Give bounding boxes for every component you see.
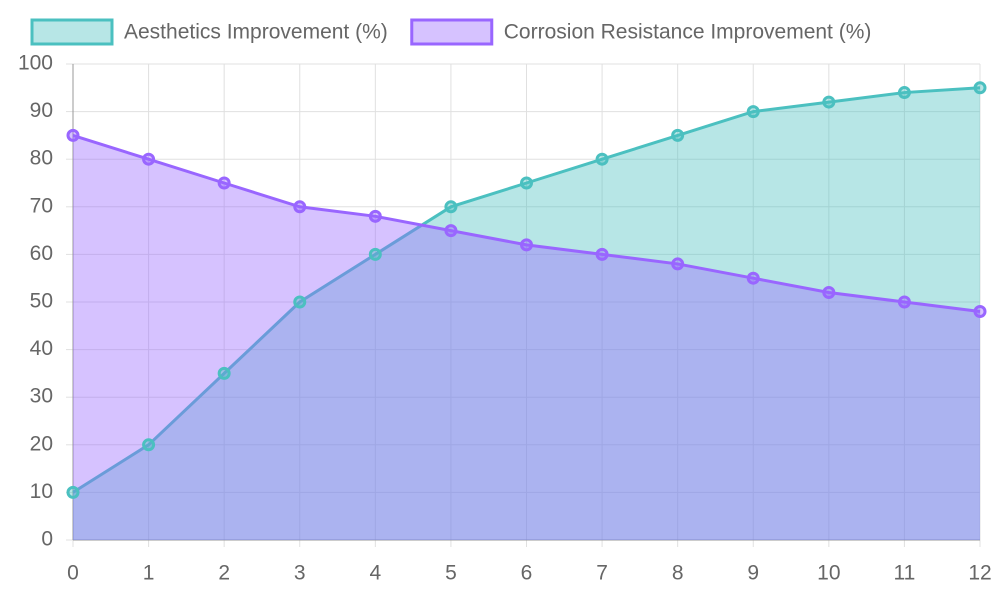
y-tick-label: 40 [30, 337, 53, 360]
x-tick-label: 2 [218, 562, 230, 585]
data-point [66, 485, 80, 499]
data-point [595, 152, 609, 166]
x-tick-label: 5 [445, 562, 457, 585]
x-tick-label: 8 [672, 562, 684, 585]
data-point [595, 247, 609, 261]
x-tick-label: 11 [894, 562, 916, 585]
data-point [217, 366, 231, 380]
series-line [72, 86, 981, 494]
data-point [444, 224, 458, 238]
legend-swatch [410, 18, 494, 46]
data-point [293, 200, 307, 214]
y-tick-label: 20 [30, 432, 53, 455]
data-point [217, 176, 231, 190]
data-point [520, 238, 533, 252]
data-point [671, 128, 685, 142]
y-tick-label: 100 [18, 52, 53, 75]
x-tick-label: 10 [817, 562, 840, 585]
data-point [822, 285, 836, 299]
y-tick-label: 10 [30, 480, 53, 503]
data-point [897, 86, 911, 100]
data-point [142, 438, 156, 452]
data-point [973, 305, 987, 319]
y-tick-label: 80 [30, 147, 53, 170]
x-tick-label: 4 [369, 562, 381, 585]
legend-label: Aesthetics Improvement (%) [124, 21, 388, 44]
x-tick-label: 9 [747, 562, 759, 585]
data-point [368, 247, 382, 261]
series-line [72, 133, 981, 314]
legend-label: Corrosion Resistance Improvement (%) [504, 21, 872, 44]
data-point [66, 128, 80, 142]
y-tick-label: 30 [30, 385, 53, 408]
data-point [520, 176, 533, 190]
data-point [822, 95, 836, 109]
area-fill [73, 135, 980, 540]
data-point [142, 152, 156, 166]
x-tick-label: 1 [143, 562, 155, 585]
x-tick-label: 12 [968, 562, 991, 585]
y-tick-label: 90 [30, 99, 53, 122]
data-point [897, 295, 911, 309]
x-tick-label: 7 [596, 562, 608, 585]
data-point [973, 81, 987, 95]
legend-swatch [30, 18, 114, 46]
data-point [293, 295, 307, 309]
data-point [746, 271, 760, 285]
x-tick-label: 6 [521, 562, 533, 585]
y-tick-label: 50 [30, 290, 53, 313]
y-tick-label: 0 [41, 528, 53, 551]
data-point [444, 200, 458, 214]
x-tick-label: 3 [294, 562, 306, 585]
area-fill [73, 87, 980, 541]
y-tick-label: 70 [30, 194, 53, 217]
data-point [368, 209, 382, 223]
data-point [671, 257, 685, 271]
x-tick-label: 0 [67, 562, 79, 585]
y-tick-label: 60 [30, 242, 53, 265]
data-point [746, 105, 760, 119]
